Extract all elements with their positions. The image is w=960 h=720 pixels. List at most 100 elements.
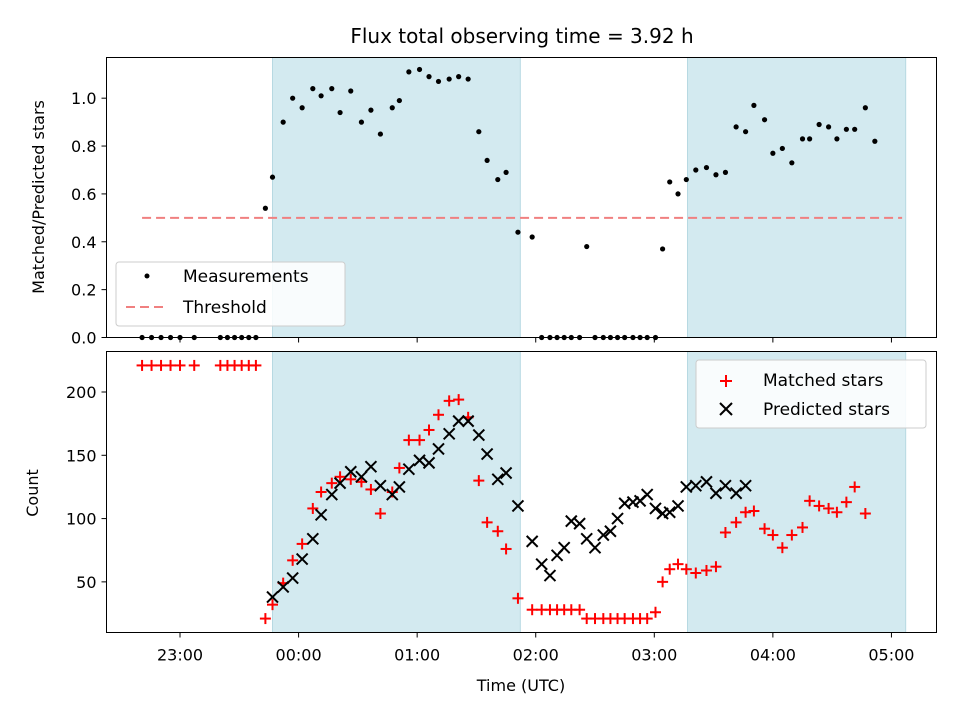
predicted-stars-point [266,590,279,604]
ratio-legend-box [115,261,346,327]
measurement-point [872,138,878,144]
matched-stars-point [813,500,825,512]
measurement-point [843,126,849,132]
predicted-stars-point [355,470,368,484]
measurement-point [529,234,535,240]
matched-stars-point [326,477,338,489]
matched-stars-point [776,542,788,554]
measurement-point [396,97,402,104]
x-tick-label: 03:00 [631,646,677,665]
measurement-point [703,164,710,171]
matched-stars-point [840,496,852,508]
predicted-stars-point [700,475,713,489]
measurement-point [299,105,305,111]
measurement-point [358,119,365,125]
matched-stars-point [443,395,455,407]
predicted-stars-point [663,506,676,519]
measurement-point [683,176,689,183]
predicted-stars-point [295,552,309,566]
y-tick-label: 150 [66,446,97,465]
x-tick-label: 02:00 [513,646,559,665]
legend-marker-predicted [719,402,733,416]
measurement-point [476,129,482,135]
x-tick-label: 00:00 [276,646,322,665]
y-tick-label: 200 [66,383,97,402]
matched-stars-point [786,529,798,541]
predicted-stars-point [442,427,456,440]
matched-stars-point [672,558,684,570]
matched-stars-point [730,516,742,528]
matched-stars-point [859,508,871,520]
predicted-stars-point [640,488,654,501]
x-tick-label: 23:00 [157,646,203,665]
measurement-point [660,246,666,252]
measurement-point [310,86,316,92]
count-panel-frame [106,351,937,633]
matched-stars-point [797,521,809,533]
y-tick-label: 0.4 [71,233,96,252]
legend-label-measurements: Measurements [183,267,309,287]
matched-stars-point [500,543,512,555]
measurement-point [426,74,432,80]
matched-stars-point [345,473,357,485]
matched-stars-point [512,592,524,604]
predicted-stars-point [393,480,406,494]
matched-stars-point [315,486,327,498]
predicted-stars-point [719,479,732,492]
shaded-interval-1 [687,57,907,338]
matched-stars-point [365,483,377,495]
matched-stars-point [374,508,386,520]
matched-stars-point [804,495,816,507]
measurement-point [503,169,509,175]
matched-stars-point [473,475,485,487]
matched-stars-point [700,564,712,576]
matched-stars-point [267,599,278,611]
measurement-point [816,121,822,128]
predicted-stars-point [499,466,513,480]
matched-stars-point [334,471,346,483]
y-tick-label: 0.0 [71,329,96,348]
matched-stars-point [307,502,319,514]
ratio-y-axis-label: Matched/Predicted stars [29,100,48,294]
matched-stars-point [403,434,415,446]
predicted-stars-point [480,447,494,461]
predicted-stars-point [649,502,662,515]
measurement-point [484,157,490,164]
matched-stars-point [641,613,653,625]
matched-stars-point [649,606,661,618]
measurement-point [269,174,276,180]
matched-stars-point [414,434,426,446]
legend-label-predicted: Predicted stars [763,400,890,420]
predicted-stars-point [344,465,357,478]
measurement-point [584,243,590,250]
measurement-point [751,102,757,108]
measurement-point [770,150,776,156]
matched-stars-point [680,563,692,575]
legend-marker-measurements [144,273,150,279]
predicted-stars-point [306,532,320,546]
measurement-point [329,86,335,92]
measurement-point [862,105,868,111]
matched-stars-point [250,359,262,371]
y-tick-label: 0.8 [71,137,96,156]
matched-stars-point [393,462,405,474]
matched-stars-point [526,604,538,616]
predicted-stars-point [604,525,617,538]
predicted-stars-point [511,499,525,513]
predicted-stars-point [422,456,436,470]
matched-stars-point [740,506,752,518]
measurement-point [456,74,462,80]
measurement-point [743,129,749,135]
measurement-point [435,78,442,85]
count-legend-box [695,359,927,429]
predicted-stars-point [565,514,578,528]
measurement-point [799,136,806,142]
matched-stars-point [146,359,158,371]
measurement-point [446,76,452,82]
observing-interval-shading [272,57,907,338]
measurement-point [693,167,699,173]
matched-stars-point [823,502,835,514]
predicted-stars-point [491,473,504,486]
measurement-point [826,124,832,130]
y-tick-label: 50 [76,573,96,592]
